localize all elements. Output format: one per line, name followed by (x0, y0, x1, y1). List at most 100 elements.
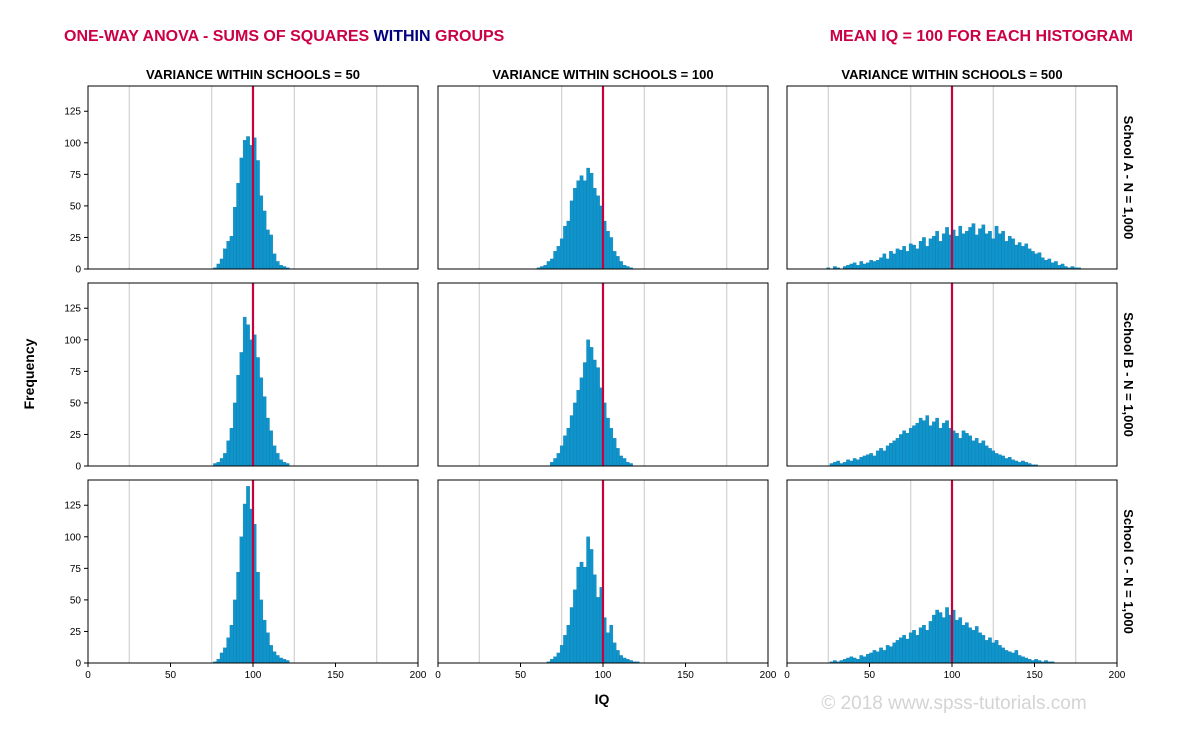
histogram-bar (988, 637, 992, 664)
histogram-bar (559, 645, 564, 664)
histogram-bar (882, 253, 887, 270)
histogram-bar (859, 655, 864, 664)
histogram-bar (971, 223, 976, 270)
histogram-bar (282, 659, 287, 664)
y-tick-label: 25 (70, 430, 82, 441)
histogram-bar (984, 445, 989, 467)
histogram-bar (566, 427, 571, 467)
histogram-bar (915, 422, 920, 467)
histogram-bar (259, 195, 264, 270)
histogram-bar (256, 160, 260, 270)
histogram-bar (938, 612, 943, 664)
y-tick-label: 100 (64, 335, 81, 346)
x-tick-label: 50 (864, 670, 876, 681)
y-tick-label: 100 (64, 532, 81, 543)
histogram-bar (902, 246, 906, 270)
histogram-bar (872, 261, 877, 270)
histogram-bar (269, 645, 273, 664)
histogram-bar (971, 630, 976, 664)
histogram-bar (262, 396, 267, 467)
histogram-bar (256, 357, 260, 467)
histogram-bar (583, 566, 587, 664)
histogram-bar (862, 455, 867, 467)
histogram-bar (961, 624, 966, 664)
histogram-bar (938, 427, 943, 467)
histogram-bar (226, 440, 231, 467)
histogram-bar (219, 652, 224, 664)
x-tick-label: 100 (595, 670, 612, 681)
histogram-bar (974, 626, 979, 664)
histogram-bar (622, 458, 627, 467)
histogram-bar (875, 260, 880, 270)
histogram-bar (899, 637, 903, 664)
histogram-bar (958, 617, 963, 664)
histogram-bar (899, 249, 903, 270)
panels-group: VARIANCE WITHIN SCHOOLS = 50 VARIANCE WIT… (64, 67, 1136, 681)
histogram-bar (266, 632, 270, 664)
histogram-panel: 0 25 50 75 100 125 (64, 282, 419, 473)
histogram-bar (879, 257, 883, 270)
histogram-bar (242, 316, 247, 467)
y-tick-label: 25 (70, 627, 82, 638)
y-tick-label: 125 (64, 304, 81, 315)
histogram-bar (619, 655, 623, 664)
histogram-bar (616, 256, 620, 270)
histogram-bar (266, 229, 270, 270)
histogram-bar (272, 253, 277, 270)
histogram-bar (882, 650, 887, 664)
histogram-panel (437, 282, 769, 467)
panel-frame (786, 85, 1118, 270)
histogram-bar (625, 462, 630, 467)
histogram-bar (935, 609, 939, 664)
histogram-bar (925, 630, 930, 664)
histogram-bar (1014, 244, 1019, 270)
histogram-bar (596, 597, 600, 664)
y-tick-label: 125 (64, 501, 81, 512)
histogram-bar (918, 417, 923, 467)
histogram-bar (965, 230, 969, 270)
histogram-bar (259, 599, 264, 664)
histogram-bar (981, 635, 986, 664)
histogram-bar (1004, 650, 1009, 664)
y-tick-label: 125 (64, 107, 81, 118)
column-header: VARIANCE WITHIN SCHOOLS = 50 (146, 67, 360, 82)
histogram-bar (849, 263, 854, 270)
histogram-bar (965, 622, 969, 664)
histogram-bar (1014, 460, 1019, 467)
histogram-bar (579, 561, 584, 664)
histogram-bar (1011, 238, 1015, 270)
histogram-bar (1001, 230, 1005, 270)
histogram-bar (958, 225, 963, 270)
histogram-bar (233, 207, 237, 270)
histogram-bar (239, 536, 244, 664)
histogram-bar (229, 624, 234, 664)
histogram-bar (879, 448, 883, 467)
histogram-bar (236, 571, 240, 664)
histogram-bar (216, 263, 221, 270)
histogram-bar (1011, 459, 1015, 467)
histogram-bar (869, 652, 873, 664)
histogram-bar (998, 233, 1002, 270)
histogram-bar (619, 455, 623, 467)
histogram-bar (606, 417, 610, 467)
y-tick-label: 0 (75, 265, 81, 276)
histogram-bar (922, 624, 926, 664)
histogram-bar (1024, 657, 1029, 664)
histogram-bar (846, 459, 850, 467)
histogram-bar (1007, 236, 1012, 270)
histogram-bar (994, 453, 999, 467)
histogram-bar (862, 656, 867, 664)
histogram-bar (842, 462, 847, 467)
histogram-bar (945, 607, 949, 664)
histogram-bar (586, 339, 590, 467)
histogram-bar (965, 433, 969, 467)
histogram-bar (932, 614, 936, 664)
title-part-2: WITHIN (374, 28, 431, 45)
histogram-bar (978, 228, 982, 270)
column-header: VARIANCE WITHIN SCHOOLS = 500 (841, 67, 1062, 82)
x-tick-label: 200 (1109, 670, 1126, 681)
title-part-1: ONE-WAY ANOVA - SUMS OF SQUARES (64, 28, 374, 45)
histogram-bar (242, 140, 247, 270)
histogram-bar (226, 241, 231, 270)
x-tick-label: 150 (327, 670, 344, 681)
